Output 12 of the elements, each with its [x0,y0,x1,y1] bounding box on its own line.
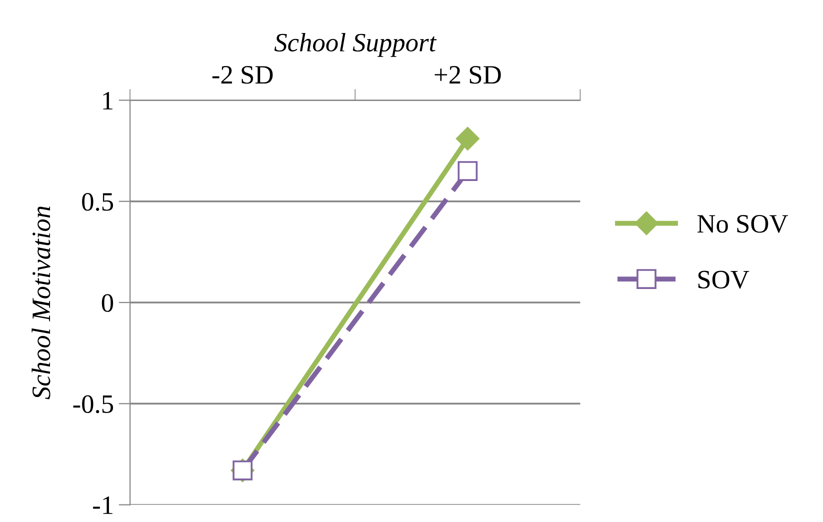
y-tick-label: -1 [93,496,112,514]
x-axis-title: School Support [274,32,437,57]
y-tick-label: -0.5 [73,395,114,414]
x-tick-label: -2 SD [212,66,273,84]
y-tick-label: 1 [103,92,112,110]
y-tick-label: 0.5 [82,192,114,211]
point [456,126,480,150]
legend-label: SOV [698,270,750,289]
legend-label: No SOV [697,215,788,233]
y-axis-title: School Motivation [32,206,50,400]
y-tick-label: 0 [102,294,114,312]
x-tick-label: +2 SD [434,66,501,84]
